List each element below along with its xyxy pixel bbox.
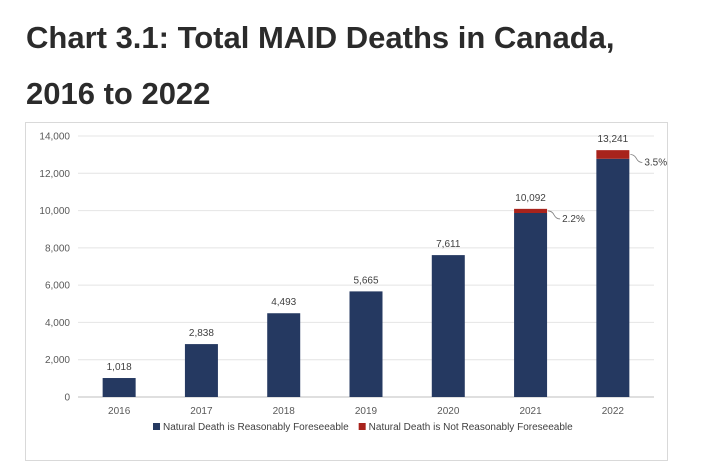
annotation-label: 3.5% xyxy=(644,157,667,168)
bar-foreseeable xyxy=(596,158,630,397)
annotation-leader-line xyxy=(630,154,643,163)
legend-swatch-not-foreseeable xyxy=(358,423,366,430)
x-tick-label: 2018 xyxy=(273,406,296,417)
bar-not-foreseeable xyxy=(514,208,548,213)
x-axis-ticks: 2016 2017 2018 2019 2020 2021 2022 xyxy=(108,406,624,417)
data-label: 4,493 xyxy=(271,297,296,308)
x-tick-label: 2021 xyxy=(519,406,542,417)
annotation-label: 2.2% xyxy=(562,214,585,225)
x-tick-label: 2017 xyxy=(190,406,213,417)
x-tick-label: 2016 xyxy=(108,406,131,417)
y-tick-label: 0 xyxy=(64,393,70,404)
bar-foreseeable xyxy=(431,255,465,397)
bar-foreseeable xyxy=(184,344,218,397)
legend: Natural Death is Reasonably Foreseeable N… xyxy=(153,422,573,433)
bars xyxy=(102,150,630,397)
y-axis-ticks: 0 2,000 4,000 6,000 8,000 10,000 12,000 14,000 xyxy=(39,132,70,404)
bar-foreseeable xyxy=(514,212,548,397)
bar-not-foreseeable xyxy=(596,150,630,159)
data-label: 10,092 xyxy=(515,193,546,204)
chart-frame: 0 2,000 4,000 6,000 8,000 10,000 12,000 14,000 … xyxy=(25,122,668,461)
x-tick-label: 2022 xyxy=(602,406,625,417)
data-label: 7,611 xyxy=(436,239,461,250)
legend-label-not-foreseeable: Natural Death is Not Reasonably Foreseea… xyxy=(369,422,573,433)
legend-swatch-foreseeable xyxy=(153,423,160,430)
y-tick-label: 10,000 xyxy=(39,206,70,217)
data-label: 5,665 xyxy=(353,275,378,286)
data-label: 1,018 xyxy=(107,362,132,373)
y-tick-label: 2,000 xyxy=(45,355,70,366)
page-title: Chart 3.1: Total MAID Deaths in Canada, … xyxy=(26,20,615,111)
x-tick-label: 2020 xyxy=(437,406,460,417)
y-tick-label: 8,000 xyxy=(45,243,70,254)
y-tick-label: 14,000 xyxy=(39,132,70,143)
data-label: 13,241 xyxy=(598,134,629,145)
y-tick-label: 4,000 xyxy=(45,318,70,329)
y-tick-label: 12,000 xyxy=(39,169,70,180)
bar-foreseeable xyxy=(102,378,136,397)
data-label: 2,838 xyxy=(189,328,214,339)
y-tick-label: 6,000 xyxy=(45,281,70,292)
annotation-leader-line xyxy=(548,210,561,220)
data-labels: 1,018 2,838 4,493 5,665 7,611 10,092 13,241 2.2… xyxy=(107,134,667,373)
x-tick-label: 2019 xyxy=(355,406,378,417)
bar-foreseeable xyxy=(349,291,383,397)
bar-chart: 02,0004,0006,0008,00010,00012,00014,000 … xyxy=(39,132,667,434)
bar-foreseeable xyxy=(267,313,301,397)
legend-label-foreseeable: Natural Death is Reasonably Foreseeable xyxy=(163,422,349,433)
